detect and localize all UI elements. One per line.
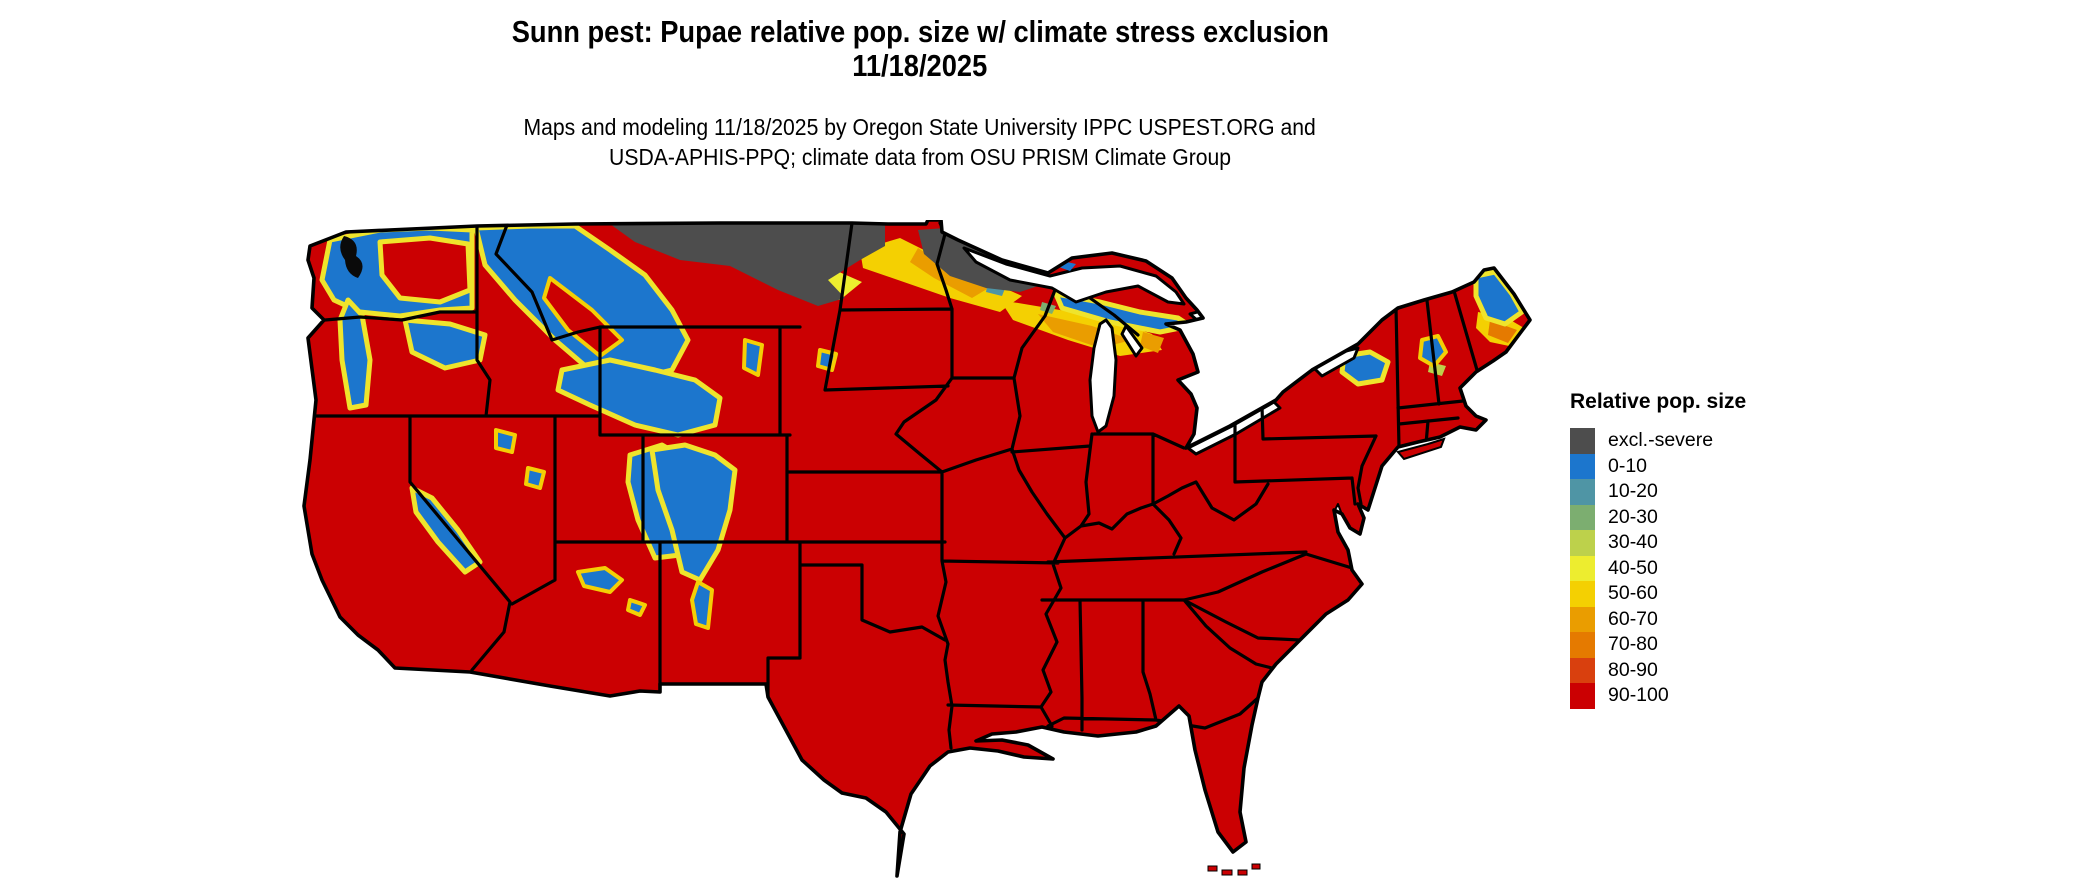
- legend-row: 70-80: [1570, 632, 1810, 658]
- legend-row: 90-100: [1570, 683, 1810, 709]
- legend-label: excl.-severe: [1608, 429, 1714, 452]
- raster-low-0-10: [319, 223, 1525, 630]
- green-bay: [1120, 324, 1144, 358]
- legend-swatch-30-40: [1570, 530, 1595, 556]
- title-line-1: Sunn pest: Pupae relative pop. size w/ c…: [511, 14, 1329, 49]
- legend-swatch-50-60: [1570, 581, 1595, 607]
- legend-swatch-90-100: [1570, 683, 1595, 709]
- map-title: Sunn pest: Pupae relative pop. size w/ c…: [0, 16, 1840, 81]
- legend-swatch-10-20: [1570, 479, 1595, 505]
- legend-row: 50-60: [1570, 581, 1810, 607]
- legend-label: 30-40: [1608, 531, 1658, 554]
- legend-row: 80-90: [1570, 657, 1810, 683]
- legend-label: 50-60: [1608, 582, 1658, 605]
- lake-superior: [962, 246, 1186, 306]
- long-island: [1396, 437, 1446, 461]
- legend-title: Relative pop. size: [1570, 390, 1747, 413]
- legend-swatch-40-50: [1570, 555, 1595, 581]
- map-subtitle: Maps and modeling 11/18/2025 by Oregon S…: [0, 112, 1840, 172]
- legend-swatch-80-90: [1570, 657, 1595, 683]
- legend-row: excl.-severe: [1570, 428, 1810, 454]
- legend-swatch-70-80: [1570, 632, 1595, 658]
- legend-swatch-0-10: [1570, 453, 1595, 479]
- legend-label: 60-70: [1608, 607, 1658, 630]
- legend-label: 10-20: [1608, 480, 1658, 503]
- lake-michigan: [1088, 318, 1118, 434]
- legend-label: 70-80: [1608, 633, 1658, 656]
- us-map: [300, 218, 1535, 892]
- legend-row: 10-20: [1570, 479, 1810, 505]
- florida-keys: [1207, 863, 1261, 876]
- us-map-svg: [302, 218, 1532, 878]
- legend-row: 20-30: [1570, 504, 1810, 530]
- legend-row: 0-10: [1570, 453, 1810, 479]
- legend-swatch-excl-severe: [1570, 428, 1595, 454]
- state-borders: [308, 221, 1479, 750]
- legend-row: 30-40: [1570, 530, 1810, 556]
- legend-swatch-60-70: [1570, 606, 1595, 632]
- subtitle-line-1: Maps and modeling 11/18/2025 by Oregon S…: [523, 114, 1317, 140]
- conus-coastline: [302, 218, 1532, 878]
- legend-label: 40-50: [1608, 556, 1658, 579]
- legend-row: 40-50: [1570, 555, 1810, 581]
- legend-label: 20-30: [1608, 505, 1658, 528]
- legend-label: 80-90: [1608, 658, 1658, 681]
- title-line-2: 11/18/2025: [852, 48, 988, 83]
- puget-sound-shorelines: [340, 236, 363, 278]
- legend-row: 60-70: [1570, 606, 1810, 632]
- legend-label: 90-100: [1608, 684, 1669, 707]
- legend-swatch-20-30: [1570, 504, 1595, 530]
- legend: Relative pop. size excl.-severe 0-10 10-…: [1570, 390, 1810, 709]
- subtitle-line-2: USDA-APHIS-PPQ; climate data from OSU PR…: [608, 144, 1232, 170]
- legend-label: 0-10: [1608, 454, 1648, 477]
